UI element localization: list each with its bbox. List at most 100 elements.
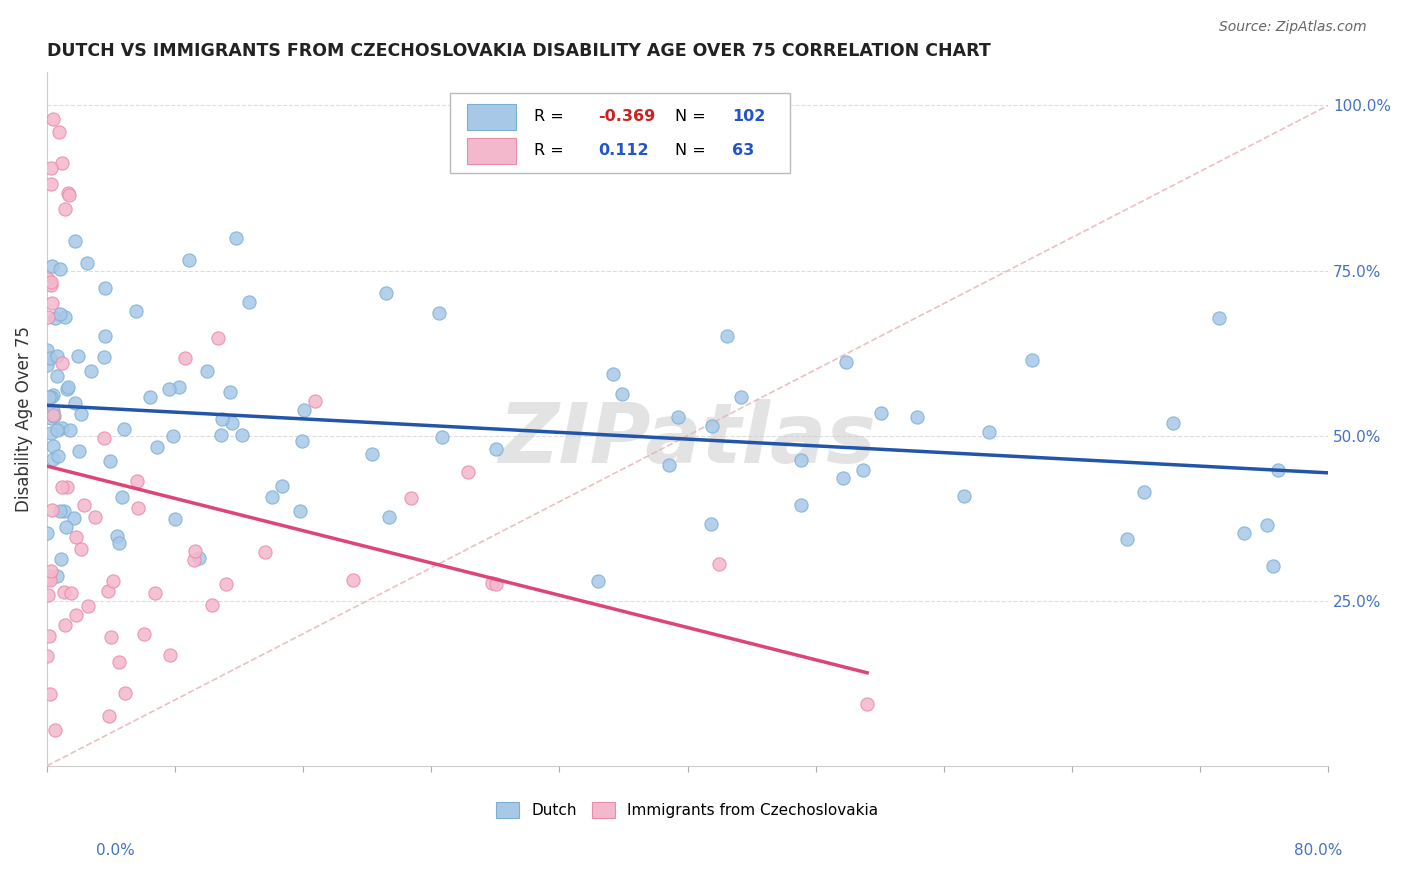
Point <box>38 687 60 701</box>
Point <box>177 252 200 267</box>
Point <box>37 572 59 586</box>
Point <box>905 409 928 424</box>
Point <box>63 511 86 525</box>
Point <box>485 442 508 457</box>
Point <box>42 388 65 402</box>
Point <box>1133 485 1156 500</box>
Point <box>184 544 207 558</box>
Point <box>1256 517 1278 532</box>
Point <box>852 463 875 477</box>
Point <box>58 379 80 393</box>
Point <box>94 281 117 295</box>
Point <box>38 351 60 365</box>
Point <box>97 584 120 599</box>
Point <box>48 125 70 139</box>
Point <box>730 390 752 404</box>
Point <box>42 439 65 453</box>
Point <box>93 432 115 446</box>
Text: 0.112: 0.112 <box>598 144 648 158</box>
Point <box>93 351 115 365</box>
Point <box>98 453 121 467</box>
Point <box>53 585 76 599</box>
Point <box>485 577 508 591</box>
Point <box>73 498 96 512</box>
Point <box>209 428 232 442</box>
Point <box>53 618 76 632</box>
Point <box>55 520 77 534</box>
Point <box>218 385 240 400</box>
Point <box>1261 558 1284 573</box>
Point <box>174 351 197 366</box>
Point <box>37 588 59 602</box>
Point <box>187 550 209 565</box>
Point <box>127 500 149 515</box>
Point <box>37 358 59 372</box>
Text: N =: N = <box>675 144 706 158</box>
Text: 0.0%: 0.0% <box>96 843 135 858</box>
Point <box>46 423 69 437</box>
Text: R =: R = <box>534 110 564 124</box>
Point <box>870 406 893 420</box>
Point <box>225 230 247 244</box>
Point <box>159 648 181 663</box>
Point <box>834 355 856 369</box>
Point <box>41 259 63 273</box>
Point <box>49 262 72 277</box>
Point <box>856 697 879 711</box>
Point <box>270 478 292 492</box>
Point <box>76 255 98 269</box>
Point <box>39 574 62 588</box>
Point <box>48 449 70 463</box>
Point <box>45 349 67 363</box>
Y-axis label: Disability Age Over 75: Disability Age Over 75 <box>15 326 32 512</box>
Point <box>41 178 63 192</box>
Point <box>374 285 396 300</box>
FancyBboxPatch shape <box>467 103 516 130</box>
Point <box>44 311 66 326</box>
Point <box>56 480 79 494</box>
Point <box>42 408 65 422</box>
Point <box>716 329 738 343</box>
Point <box>49 504 72 518</box>
Point <box>432 430 454 444</box>
Point <box>37 310 59 324</box>
Point <box>46 569 69 583</box>
Point <box>253 545 276 559</box>
Point <box>111 490 134 504</box>
Point <box>1021 352 1043 367</box>
Point <box>399 491 422 505</box>
Point <box>39 410 62 425</box>
Point <box>262 491 284 505</box>
Point <box>53 504 76 518</box>
Point <box>35 648 58 663</box>
Point <box>231 428 253 442</box>
Point <box>53 310 76 324</box>
Point <box>457 465 479 479</box>
Point <box>80 364 103 378</box>
Point <box>37 272 59 286</box>
Point <box>38 629 60 643</box>
Point <box>977 425 1000 440</box>
Point <box>165 512 187 526</box>
Point <box>291 434 314 449</box>
Point <box>105 529 128 543</box>
Point <box>35 343 58 358</box>
Point <box>42 112 65 126</box>
Point <box>100 630 122 644</box>
Point <box>42 451 65 466</box>
Point <box>41 390 63 404</box>
Text: -0.369: -0.369 <box>598 110 655 124</box>
Point <box>37 526 59 541</box>
Point <box>183 552 205 566</box>
Point <box>790 499 813 513</box>
Point <box>1233 525 1256 540</box>
Point <box>145 440 167 454</box>
Point <box>360 447 382 461</box>
Point <box>1267 463 1289 477</box>
Point <box>162 429 184 443</box>
Point <box>58 187 80 202</box>
Point <box>39 161 62 176</box>
Text: N =: N = <box>675 110 706 124</box>
Point <box>238 294 260 309</box>
Point <box>658 458 681 472</box>
